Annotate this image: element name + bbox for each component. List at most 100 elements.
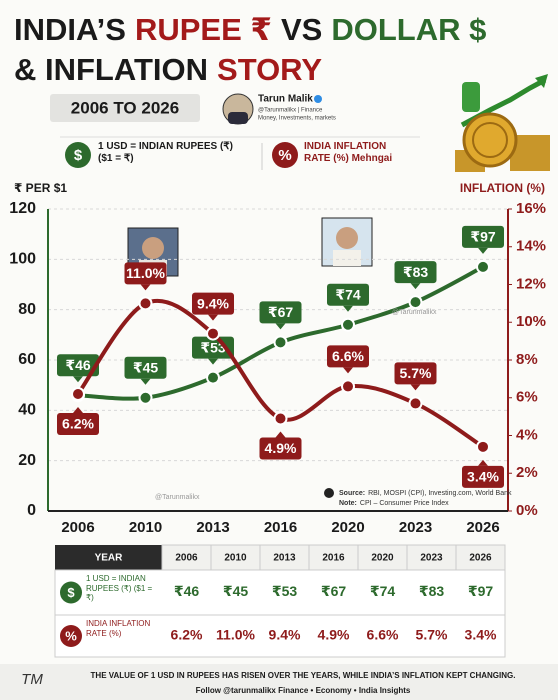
table-cell: 5.7% [416,627,448,643]
data-label-pointer [275,431,286,438]
data-label-box [327,283,369,306]
subtitle-box [50,94,200,122]
source-icon [324,488,334,498]
point [341,379,355,394]
data-label-box [57,354,99,377]
footer-line-1: THE VALUE OF 1 USD IN RUPEES HAS RISEN O… [91,671,516,680]
x-tick-label: 2010 [129,519,162,536]
point [408,295,423,310]
plot: 0 20 40 60 80 100 120 0% 2% 4% 6% 8% 10% 12% 14% 16% 200… [9,200,546,536]
table-cell: ₹45 [223,583,249,599]
table-cell: ₹46 [174,583,200,599]
table-header-cell: YEAR [95,553,124,564]
data-label-pointer [140,378,151,385]
table-header-bg [55,545,162,570]
point [138,390,153,405]
table-cell: 6.2% [171,627,203,643]
legend-text: INDIA INFLATION RATE (%) Mehngai [304,141,393,164]
row-label-box: INDIA INFLATION RATE (%) [86,619,151,638]
data-label-box [259,437,302,460]
data-label: ₹45 [133,359,159,375]
x-tick-label: 2013 [196,519,229,536]
table-header-cell: 2026 [469,553,492,564]
author-tagline: Money, Investments, markets [258,116,336,122]
table-cell: 9.4% [269,627,301,643]
y2-tick-label: 2% [516,464,538,481]
data-label: 11.0% [126,265,165,281]
title-line-2: & INFLATION STORY [14,52,322,87]
data-label-box [327,345,369,368]
data-label-pointer [140,284,151,291]
author-name: Tarun Malik [258,94,313,105]
coin [462,112,518,168]
y-tick-label: 40 [18,402,36,419]
x-tick-label: 2026 [466,519,499,536]
y2-axis-title: INFLATION (%) [460,181,545,195]
source: Source: RBI, MOSPI (CPI), Investing.com, … [339,490,512,497]
y2-tick-label: 10% [516,313,546,330]
legend-icon-text: $ [74,147,83,164]
source-label: Source: [339,490,365,497]
point [206,370,220,385]
note: Note: CPI – Consumer Price Index [339,500,449,507]
y2-tick-label: 4% [516,426,538,443]
x-tick-label: 2016 [264,519,297,536]
y2-tick-label: 14% [516,238,546,255]
source-text: RBI, MOSPI (CPI), Investing.com, World B… [368,490,512,497]
title-part: & INFLATION [14,52,208,87]
table-cell: ₹67 [321,583,347,599]
data-label-pointer [343,305,353,312]
table-header-cell: 2013 [273,553,296,564]
y-tick-label: 120 [9,200,36,217]
legend-icon [272,142,298,168]
table-row [54,569,506,616]
table-cell: 3.4% [465,627,497,643]
table-cell: 11.0% [216,627,255,643]
table-header-cell: 2006 [175,553,198,564]
data-label-box [259,301,302,324]
data-label: 6.6% [332,348,364,364]
y2-tick-label: 8% [516,351,538,368]
data-label: ₹46 [65,357,91,373]
row-icon [60,625,82,647]
data-label-pointer [478,247,488,254]
title-part: INDIA’S [14,12,126,47]
table-cell: ₹53 [272,583,298,599]
data-label: ₹74 [335,286,361,302]
footer-bar [0,664,558,700]
data-label: 6.2% [62,416,94,432]
data-label-box [462,465,504,488]
legend-icon [65,142,91,168]
data-label-box [57,412,99,435]
table-header-cell: 2016 [322,553,345,564]
table-cell: 6.6% [367,627,399,643]
point [138,296,153,311]
dollar-icon [462,82,480,112]
legend-entry: 1 USD = INDIAN RUPEES (₹) ($1 = ₹) [98,141,233,164]
portrait-face [336,227,358,249]
data-label-box [462,225,504,248]
x-tick-label: 2006 [61,519,94,536]
title-part: VS [281,12,322,47]
data-label-box [394,362,437,385]
title-part: STORY [217,52,322,87]
table-cell: ₹83 [419,583,445,599]
point [408,396,423,411]
data-label-pointer [73,376,83,383]
table-cell: 4.9% [318,627,350,643]
x-tick-label: 2020 [331,519,364,536]
data-label: ₹97 [470,229,496,245]
table-row [54,614,506,658]
title-line-1: INDIA’S RUPEE ₹ VS DOLLAR $ [14,12,486,47]
y-tick-label: 100 [9,251,36,268]
y2-tick-label: 16% [516,200,546,217]
row-icon-text: % [65,628,77,643]
coins-illustration [455,74,550,172]
author-handle: @Tarunmalikx | Finance [258,108,323,114]
signature: TM [21,671,43,688]
row-label: INDIA INFLATION RATE (%) [86,619,151,638]
row-icon [60,581,82,604]
row-icon-text: $ [67,585,75,600]
